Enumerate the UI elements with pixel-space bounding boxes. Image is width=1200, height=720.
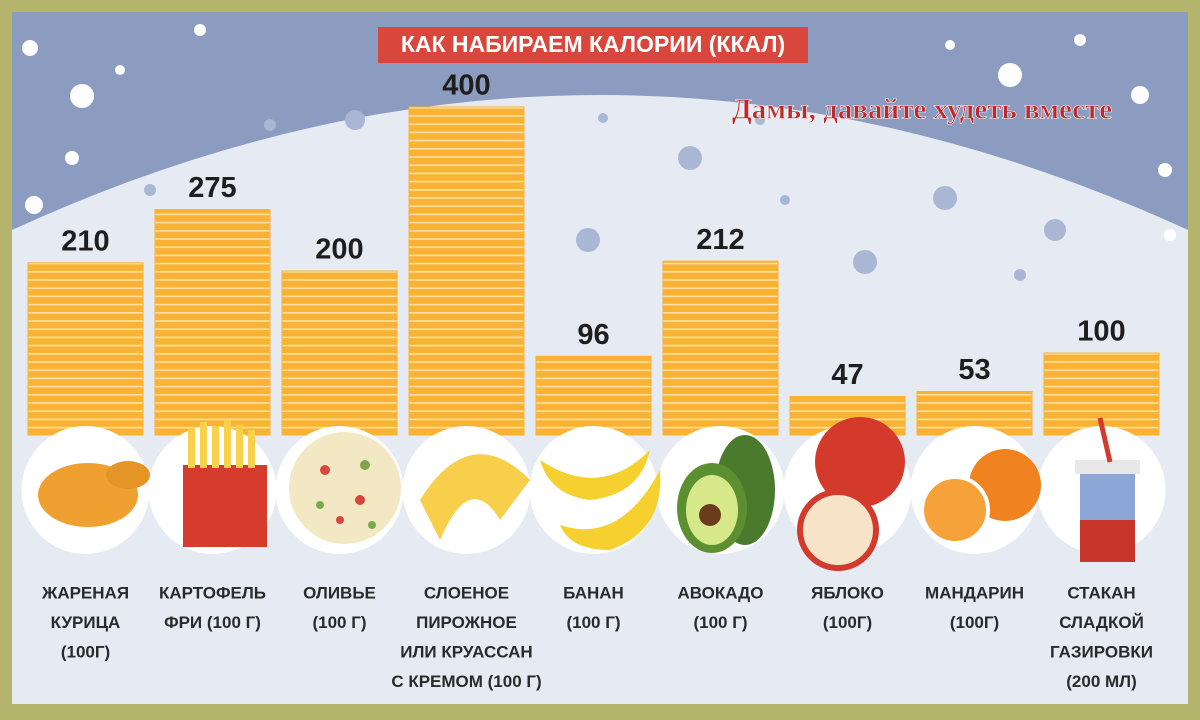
value-label: 200	[315, 234, 363, 266]
category-label: (100 Г)	[312, 613, 366, 632]
food-icons	[38, 417, 1140, 571]
watermark: Дамы, давайте худеть вместе	[732, 94, 1112, 126]
bar	[408, 106, 525, 436]
category-label: ИЛИ КРУАССАН	[400, 642, 532, 661]
category-label: (100Г)	[950, 613, 999, 632]
category-label: ЖАРЕНАЯ	[41, 583, 129, 602]
chart-title: КАК НАБИРАЕМ КАЛОРИИ (ККАЛ)	[401, 31, 785, 57]
value-label: 275	[188, 172, 236, 204]
category-label: КУРИЦА	[51, 613, 121, 632]
category-label: ЯБЛОКО	[811, 583, 884, 602]
category-label: (100Г)	[61, 642, 110, 661]
bars: 210 ЖАРЕНАЯ КУРИЦА (100Г) 275 КАРТОФЕЛЬ ФРИ (1…	[27, 70, 1160, 691]
value-label: 53	[958, 354, 990, 386]
bar	[281, 270, 398, 436]
category-label: ОЛИВЬЕ	[303, 583, 376, 602]
value-label: 210	[61, 225, 109, 257]
value-label: 96	[577, 319, 609, 351]
category-label: СЛОЕНОЕ	[424, 583, 509, 602]
category-label: (100Г)	[823, 613, 872, 632]
value-label: 47	[831, 359, 863, 391]
category-label: С КРЕМОМ (100 Г)	[391, 672, 541, 691]
category-label: БАНАН	[563, 583, 624, 602]
category-label: МАНДАРИН	[925, 583, 1024, 602]
value-label: 100	[1077, 316, 1125, 348]
bar	[535, 355, 652, 436]
category-label: (100 Г)	[693, 613, 747, 632]
bar	[27, 262, 144, 436]
value-label: 212	[696, 224, 744, 256]
title-banner	[378, 27, 808, 63]
category-label: ГАЗИРОВКИ	[1050, 642, 1153, 661]
category-label: СТАКАН	[1067, 583, 1135, 602]
category-label: ФРИ (100 Г)	[164, 613, 261, 632]
category-label: СЛАДКОЙ	[1059, 613, 1144, 632]
category-label: (200 МЛ)	[1066, 672, 1137, 691]
category-label: ПИРОЖНОЕ	[416, 613, 517, 632]
bar	[154, 209, 271, 436]
value-label: 400	[442, 70, 490, 102]
snowflakes	[22, 24, 1176, 241]
bar	[662, 260, 779, 436]
category-label: КАРТОФЕЛЬ	[159, 583, 266, 602]
category-label: АВОКАДО	[678, 583, 764, 602]
snow-dots	[144, 110, 1066, 281]
category-label: (100 Г)	[566, 613, 620, 632]
